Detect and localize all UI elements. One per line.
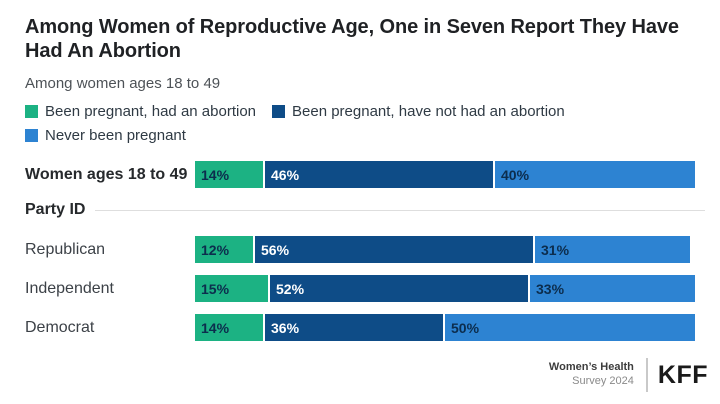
bar-segment: 40% bbox=[495, 161, 695, 189]
bar-row: Republican 12% 56% 31% bbox=[25, 236, 705, 264]
source-attribution: Women’s Health Survey 2024 bbox=[549, 361, 634, 389]
segment-value-label: 14% bbox=[201, 166, 230, 183]
bar-segment: 14% bbox=[195, 161, 263, 189]
legend-swatch-icon bbox=[272, 105, 286, 119]
bar-track: 12% 56% 31% bbox=[195, 236, 690, 264]
legend-label: Been pregnant, had an abortion bbox=[45, 103, 257, 121]
segment-value-label: 31% bbox=[541, 241, 570, 258]
segment-value-label: 56% bbox=[261, 241, 290, 258]
row-category-label: Independent bbox=[25, 279, 114, 297]
legend-swatch-icon bbox=[25, 129, 38, 143]
segment-value-label: 15% bbox=[201, 280, 230, 297]
bar-segment: 56% bbox=[255, 236, 533, 264]
bar-row: Democrat 14% 36% 50% bbox=[25, 314, 705, 342]
bar-segment: 31% bbox=[535, 236, 690, 264]
section-divider-line bbox=[95, 209, 705, 211]
bar-row: Women ages 18 to 49 14% 46% 40% bbox=[25, 161, 705, 189]
segment-value-label: 52% bbox=[276, 280, 305, 297]
chart-title: Among Women of Reproductive Age, One in … bbox=[25, 16, 679, 62]
bar-track: 14% 46% 40% bbox=[195, 161, 695, 189]
bar-segment: 14% bbox=[195, 314, 263, 342]
segment-value-label: 50% bbox=[451, 319, 480, 336]
source-line2: Survey 2024 bbox=[572, 375, 634, 387]
row-category-label: Democrat bbox=[25, 318, 95, 336]
stacked-bar-chart: Women ages 18 to 49 14% 46% 40% Party ID Re… bbox=[25, 161, 705, 342]
bar-row: Independent 15% 52% 33% bbox=[25, 275, 705, 303]
section-header: Party ID bbox=[25, 200, 705, 220]
legend-item: Never been pregnant bbox=[25, 127, 186, 144]
section-label: Party ID bbox=[25, 201, 86, 219]
footer-divider bbox=[645, 358, 648, 392]
chart-card: Among Women of Reproductive Age, One in … bbox=[25, 16, 705, 342]
bar-segment: 46% bbox=[265, 161, 493, 189]
bar-segment: 15% bbox=[195, 275, 268, 303]
bar-segment: 12% bbox=[195, 236, 253, 264]
legend: Been pregnant, had an abortion Been pregn… bbox=[25, 103, 665, 144]
bar-track: 14% 36% 50% bbox=[195, 314, 695, 342]
legend-swatch-icon bbox=[25, 105, 38, 119]
bar-segment: 50% bbox=[445, 314, 695, 342]
footer: Women’s Health Survey 2024 KFF bbox=[549, 358, 708, 392]
legend-item: Been pregnant, had an abortion bbox=[25, 103, 256, 120]
row-category-label: Women ages 18 to 49 bbox=[25, 165, 188, 183]
main-row-group: Women ages 18 to 49 14% 46% 40% bbox=[25, 161, 705, 189]
source-line1: Women’s Health bbox=[548, 361, 634, 374]
party-row-group: Republican 12% 56% 31% Independent 15% 52% 33% D… bbox=[25, 236, 705, 342]
segment-value-label: 40% bbox=[501, 166, 530, 183]
legend-label: Never been pregnant bbox=[45, 127, 186, 145]
bar-segment: 33% bbox=[530, 275, 695, 303]
row-category-label: Republican bbox=[25, 240, 106, 258]
segment-value-label: 14% bbox=[201, 319, 230, 336]
bar-track: 15% 52% 33% bbox=[195, 275, 695, 303]
chart-subtitle: Among women ages 18 to 49 bbox=[25, 75, 221, 93]
segment-value-label: 46% bbox=[271, 166, 300, 183]
bar-segment: 52% bbox=[270, 275, 528, 303]
legend-label: Been pregnant, have not had an abortion bbox=[292, 103, 565, 121]
segment-value-label: 36% bbox=[271, 319, 300, 336]
legend-item: Been pregnant, have not had an abortion bbox=[272, 103, 565, 120]
segment-value-label: 33% bbox=[536, 280, 565, 297]
segment-value-label: 12% bbox=[201, 241, 230, 258]
bar-segment: 36% bbox=[265, 314, 443, 342]
kff-logo: KFF bbox=[657, 360, 708, 389]
